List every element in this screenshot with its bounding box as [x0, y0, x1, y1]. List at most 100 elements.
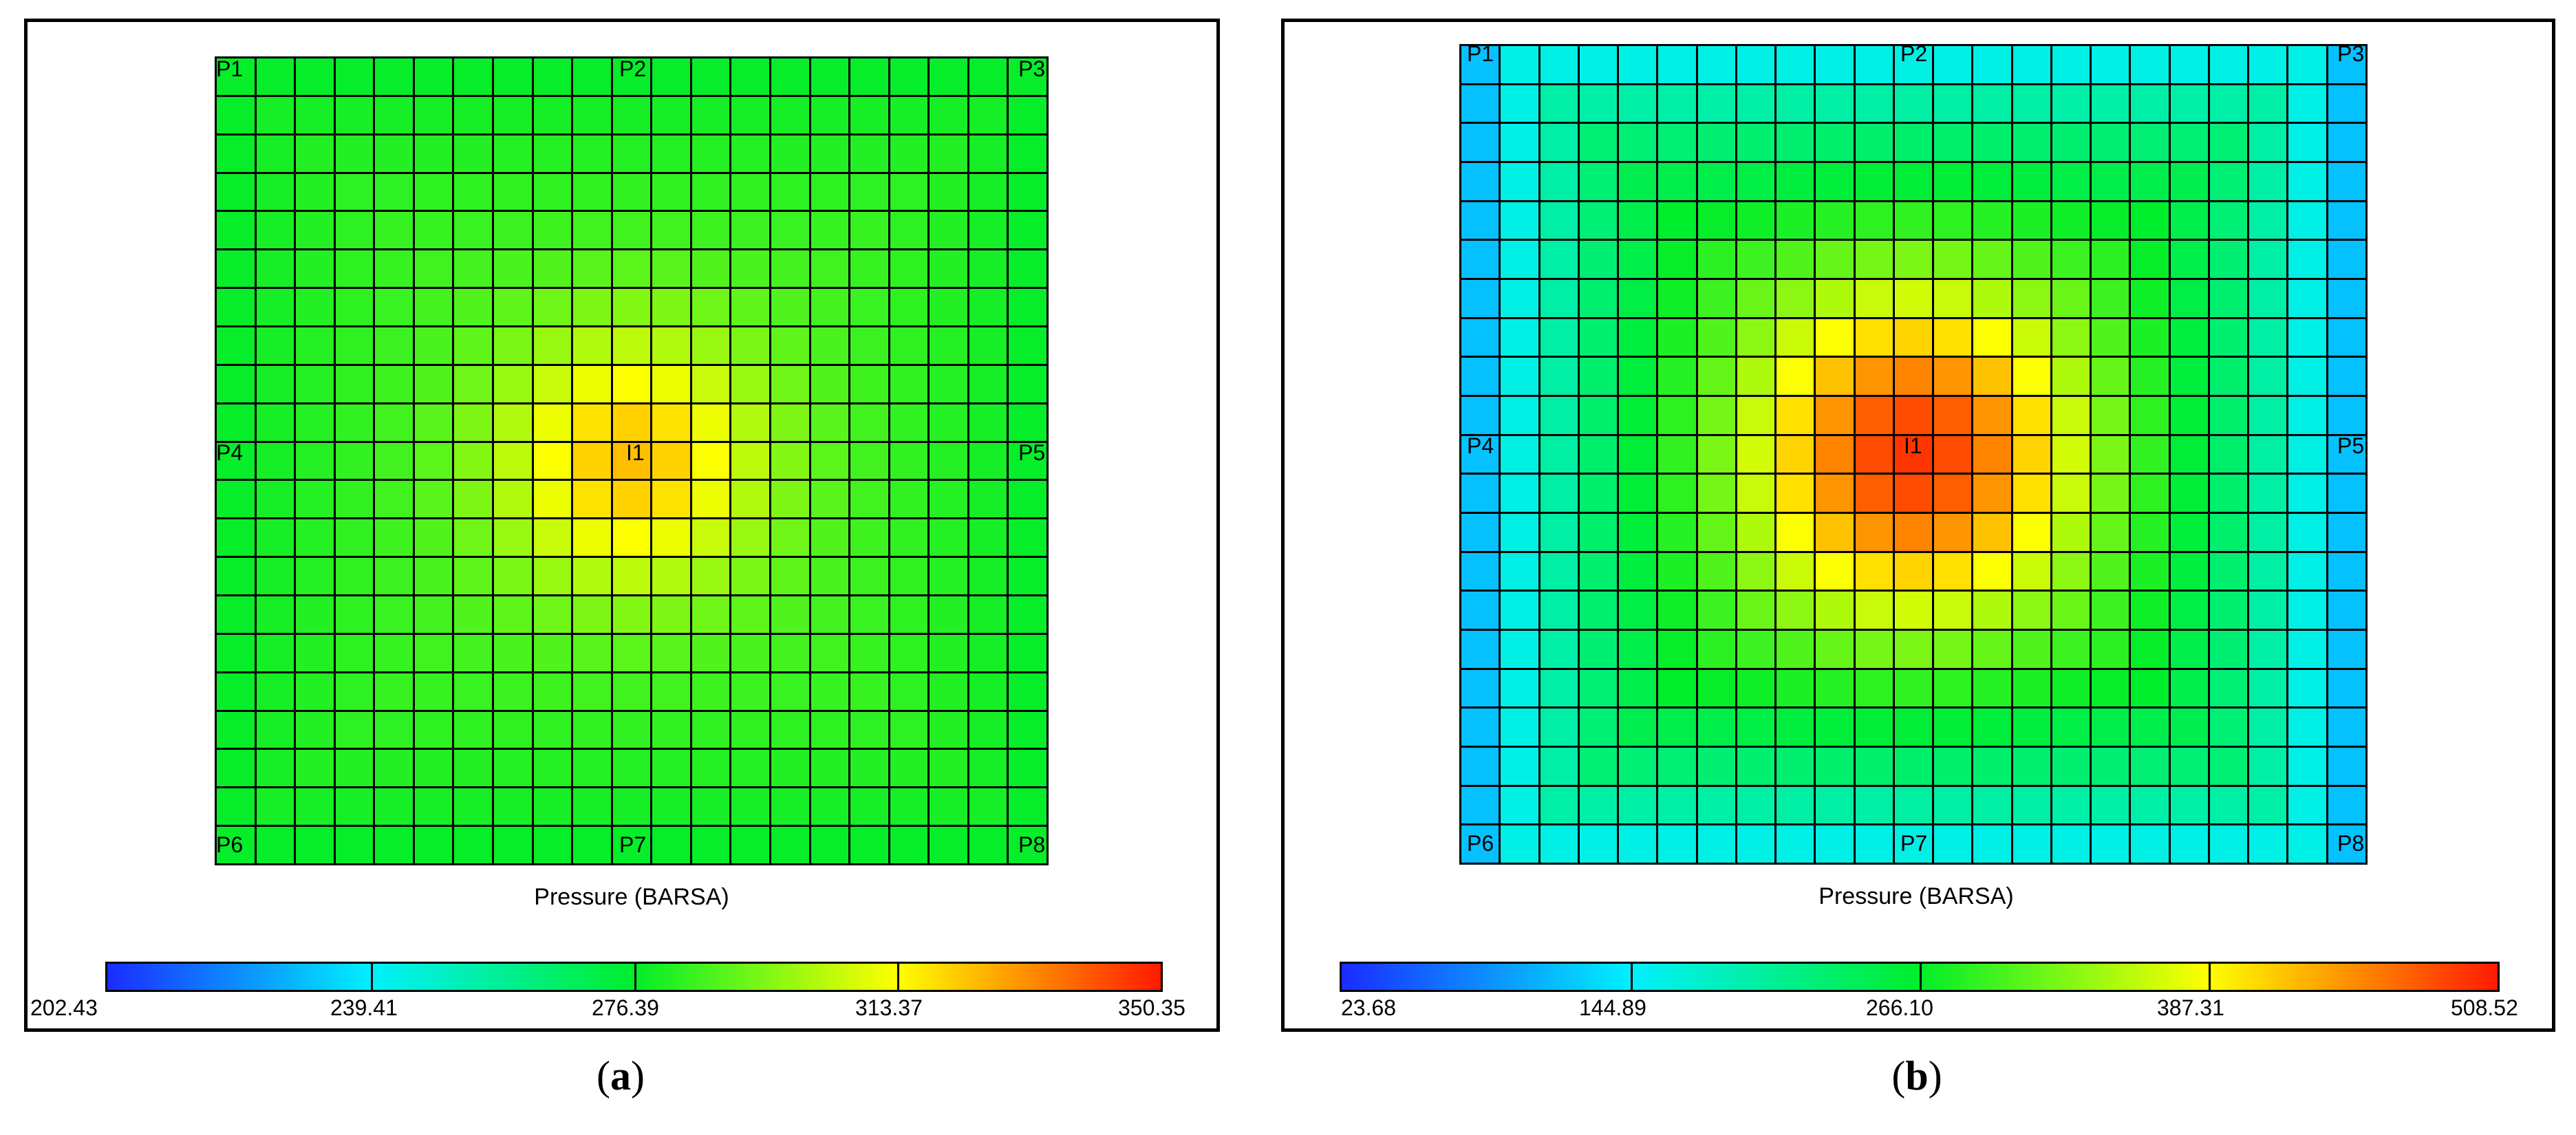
grid-cell [771, 365, 811, 404]
grid-cell [573, 596, 613, 635]
grid-cell [1855, 358, 1895, 397]
grid-cell [2052, 85, 2092, 125]
grid-cell [1973, 85, 2013, 125]
grid-cell [1737, 669, 1777, 709]
grid-cell [1461, 709, 1501, 748]
grid-cell [414, 365, 455, 404]
grid-cell [256, 634, 297, 673]
grid-cell [2092, 552, 2132, 592]
grid-cell [335, 750, 376, 789]
grid-cell [1855, 669, 1895, 709]
grid-cell [1816, 786, 1856, 826]
grid-cell [1501, 825, 1541, 865]
grid-cell [930, 327, 969, 366]
grid-cell [1461, 318, 1501, 358]
grid-cell [1461, 475, 1501, 514]
grid-cell [1540, 397, 1580, 436]
grid-cell [930, 519, 969, 559]
grid-cell [414, 673, 455, 712]
grid-cell [771, 481, 811, 520]
grid-cell [1619, 709, 1659, 748]
grid-cell [2328, 592, 2368, 631]
grid-cell [1973, 748, 2013, 787]
grid-cell [1777, 202, 1816, 241]
grid-cell [2249, 435, 2289, 475]
grid-cell [1501, 85, 1541, 125]
grid-cell [2092, 825, 2132, 865]
grid-cell [1579, 46, 1620, 85]
grid-cell [533, 788, 574, 828]
grid-cell [1697, 163, 1737, 202]
grid-cell [1973, 202, 2013, 241]
grid-cell [930, 173, 969, 213]
grid-cell [296, 788, 336, 828]
grid-cell [731, 96, 771, 136]
grid-cell [375, 711, 415, 750]
grid-cell [296, 481, 336, 520]
grid-cell [1816, 241, 1856, 280]
grid-cell [256, 673, 297, 712]
grid-cell [1973, 163, 2013, 202]
grid-cell [1697, 669, 1737, 709]
colorbar-tick-label: 313.37 [855, 995, 923, 1020]
grid-cell [930, 250, 969, 290]
grid-cell [454, 58, 494, 97]
grid-cell [1540, 241, 1580, 280]
grid-cell [1540, 163, 1580, 202]
grid-cell [1816, 631, 1856, 670]
grid-cell [1540, 85, 1580, 125]
grid-cell [1816, 709, 1856, 748]
grid-cell [1816, 163, 1856, 202]
grid-cell [930, 673, 969, 712]
grid-cell [1973, 46, 2013, 85]
grid-cell [494, 327, 534, 366]
grid-cell [612, 481, 653, 520]
grid-cell [1777, 241, 1816, 280]
grid-cell [652, 289, 692, 327]
grid-cell [1658, 435, 1698, 475]
grid-cell [811, 788, 851, 828]
grid-cell [731, 212, 771, 251]
grid-cell [890, 558, 930, 596]
grid-cell [2209, 786, 2250, 826]
grid-cell [1697, 280, 1737, 319]
grid-cell [1855, 631, 1895, 670]
grid-cell [573, 289, 613, 327]
grid-cell [1461, 669, 1501, 709]
grid-cell [1658, 709, 1698, 748]
well-label-p1: P1 [216, 56, 244, 81]
grid-cell [2249, 124, 2289, 163]
pressure-grid-b [1459, 44, 2368, 865]
grid-cell [2249, 397, 2289, 436]
grid-cell [2170, 786, 2210, 826]
grid-cell [1579, 280, 1620, 319]
grid-cell [375, 558, 415, 596]
grid-cell [296, 173, 336, 213]
grid-cell [2249, 280, 2289, 319]
grid-cell [533, 212, 574, 251]
grid-cell [2328, 280, 2368, 319]
grid-cell [612, 673, 653, 712]
grid-cell [414, 596, 455, 635]
grid-cell [2092, 748, 2132, 787]
grid-cell [414, 404, 455, 443]
grid-cell [217, 519, 257, 559]
grid-cell [612, 173, 653, 213]
grid-cell [1934, 669, 1974, 709]
grid-cell [1816, 552, 1856, 592]
grid-cell [1855, 475, 1895, 514]
grid-cell [1934, 202, 1974, 241]
grid-cell [335, 173, 376, 213]
grid-cell [2131, 124, 2171, 163]
grid-cell [1737, 552, 1777, 592]
colorbar-tick-label: 23.68 [1341, 995, 1397, 1020]
grid-cell [969, 327, 1009, 366]
grid-cell [1973, 124, 2013, 163]
grid-cell [2328, 241, 2368, 280]
grid-cell [217, 442, 257, 482]
grid-cell [850, 634, 890, 673]
grid-cell [811, 634, 851, 673]
grid-cell [1737, 631, 1777, 670]
grid-cell [1894, 358, 1935, 397]
grid-cell [1619, 46, 1659, 85]
